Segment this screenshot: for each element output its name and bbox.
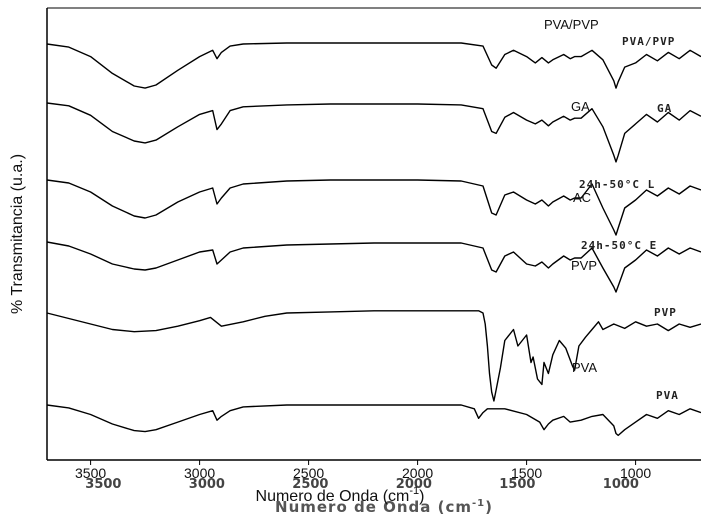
- x-tick-label: 3000: [184, 465, 215, 481]
- series-line-6: [46, 404, 701, 437]
- annotation-label-right: 24h-50°C L: [579, 178, 655, 191]
- x-tick-label-ghost: 1000: [603, 477, 639, 492]
- series-line-1: [46, 42, 701, 89]
- x-tick-label: 2000: [402, 465, 433, 481]
- x-tick-label: 1000: [620, 465, 651, 481]
- annotation-label-right: GA: [657, 102, 672, 115]
- annotation-label-right: PVA: [656, 389, 679, 402]
- annotation-label: AC: [573, 190, 591, 205]
- x-tick-label: 2500: [293, 465, 324, 481]
- annotation-label: PVA: [572, 360, 597, 375]
- annotation-label: GA: [571, 99, 590, 114]
- x-tick-label-ghost: 2000: [396, 477, 432, 492]
- x-tick-label: 1500: [511, 465, 542, 481]
- x-tick-label-ghost: 2500: [292, 477, 328, 492]
- x-ticks-ghost: 3500 3000 2500 2000 1500 1000: [85, 477, 639, 492]
- series-group: [46, 42, 701, 437]
- series-line-4: [46, 241, 701, 293]
- annotations: PVA/PVP GA AC PVP PVA PVA/PVP GA 24h-50°C L 24h-…: [544, 17, 679, 402]
- x-axis-label: Numero de Onda (cm-1): [256, 485, 425, 505]
- x-tick-label-ghost: 1500: [499, 477, 535, 492]
- annotation-label: PVA/PVP: [544, 17, 599, 32]
- y-axis-label: % Transmitancia (u.a.): [9, 154, 26, 314]
- series-line-3: [46, 179, 701, 236]
- x-axis-label-ghost: Numero de Onda (cm-1): [275, 498, 493, 516]
- x-tick-label: 3500: [75, 465, 106, 481]
- x-tick-label-ghost: 3500: [85, 477, 121, 492]
- annotation-label-right: PVA/PVP: [622, 35, 675, 48]
- x-tick-label-ghost: 3000: [189, 477, 225, 492]
- series-line-2: [46, 102, 701, 163]
- series-line-5: [46, 310, 701, 402]
- annotation-label: PVP: [571, 258, 597, 273]
- x-ticks: 3500 3000 2500 2000 1500 1000: [75, 460, 651, 481]
- annotation-label-right: PVP: [654, 306, 677, 319]
- annotation-label-right: 24h-50°C E: [581, 239, 657, 252]
